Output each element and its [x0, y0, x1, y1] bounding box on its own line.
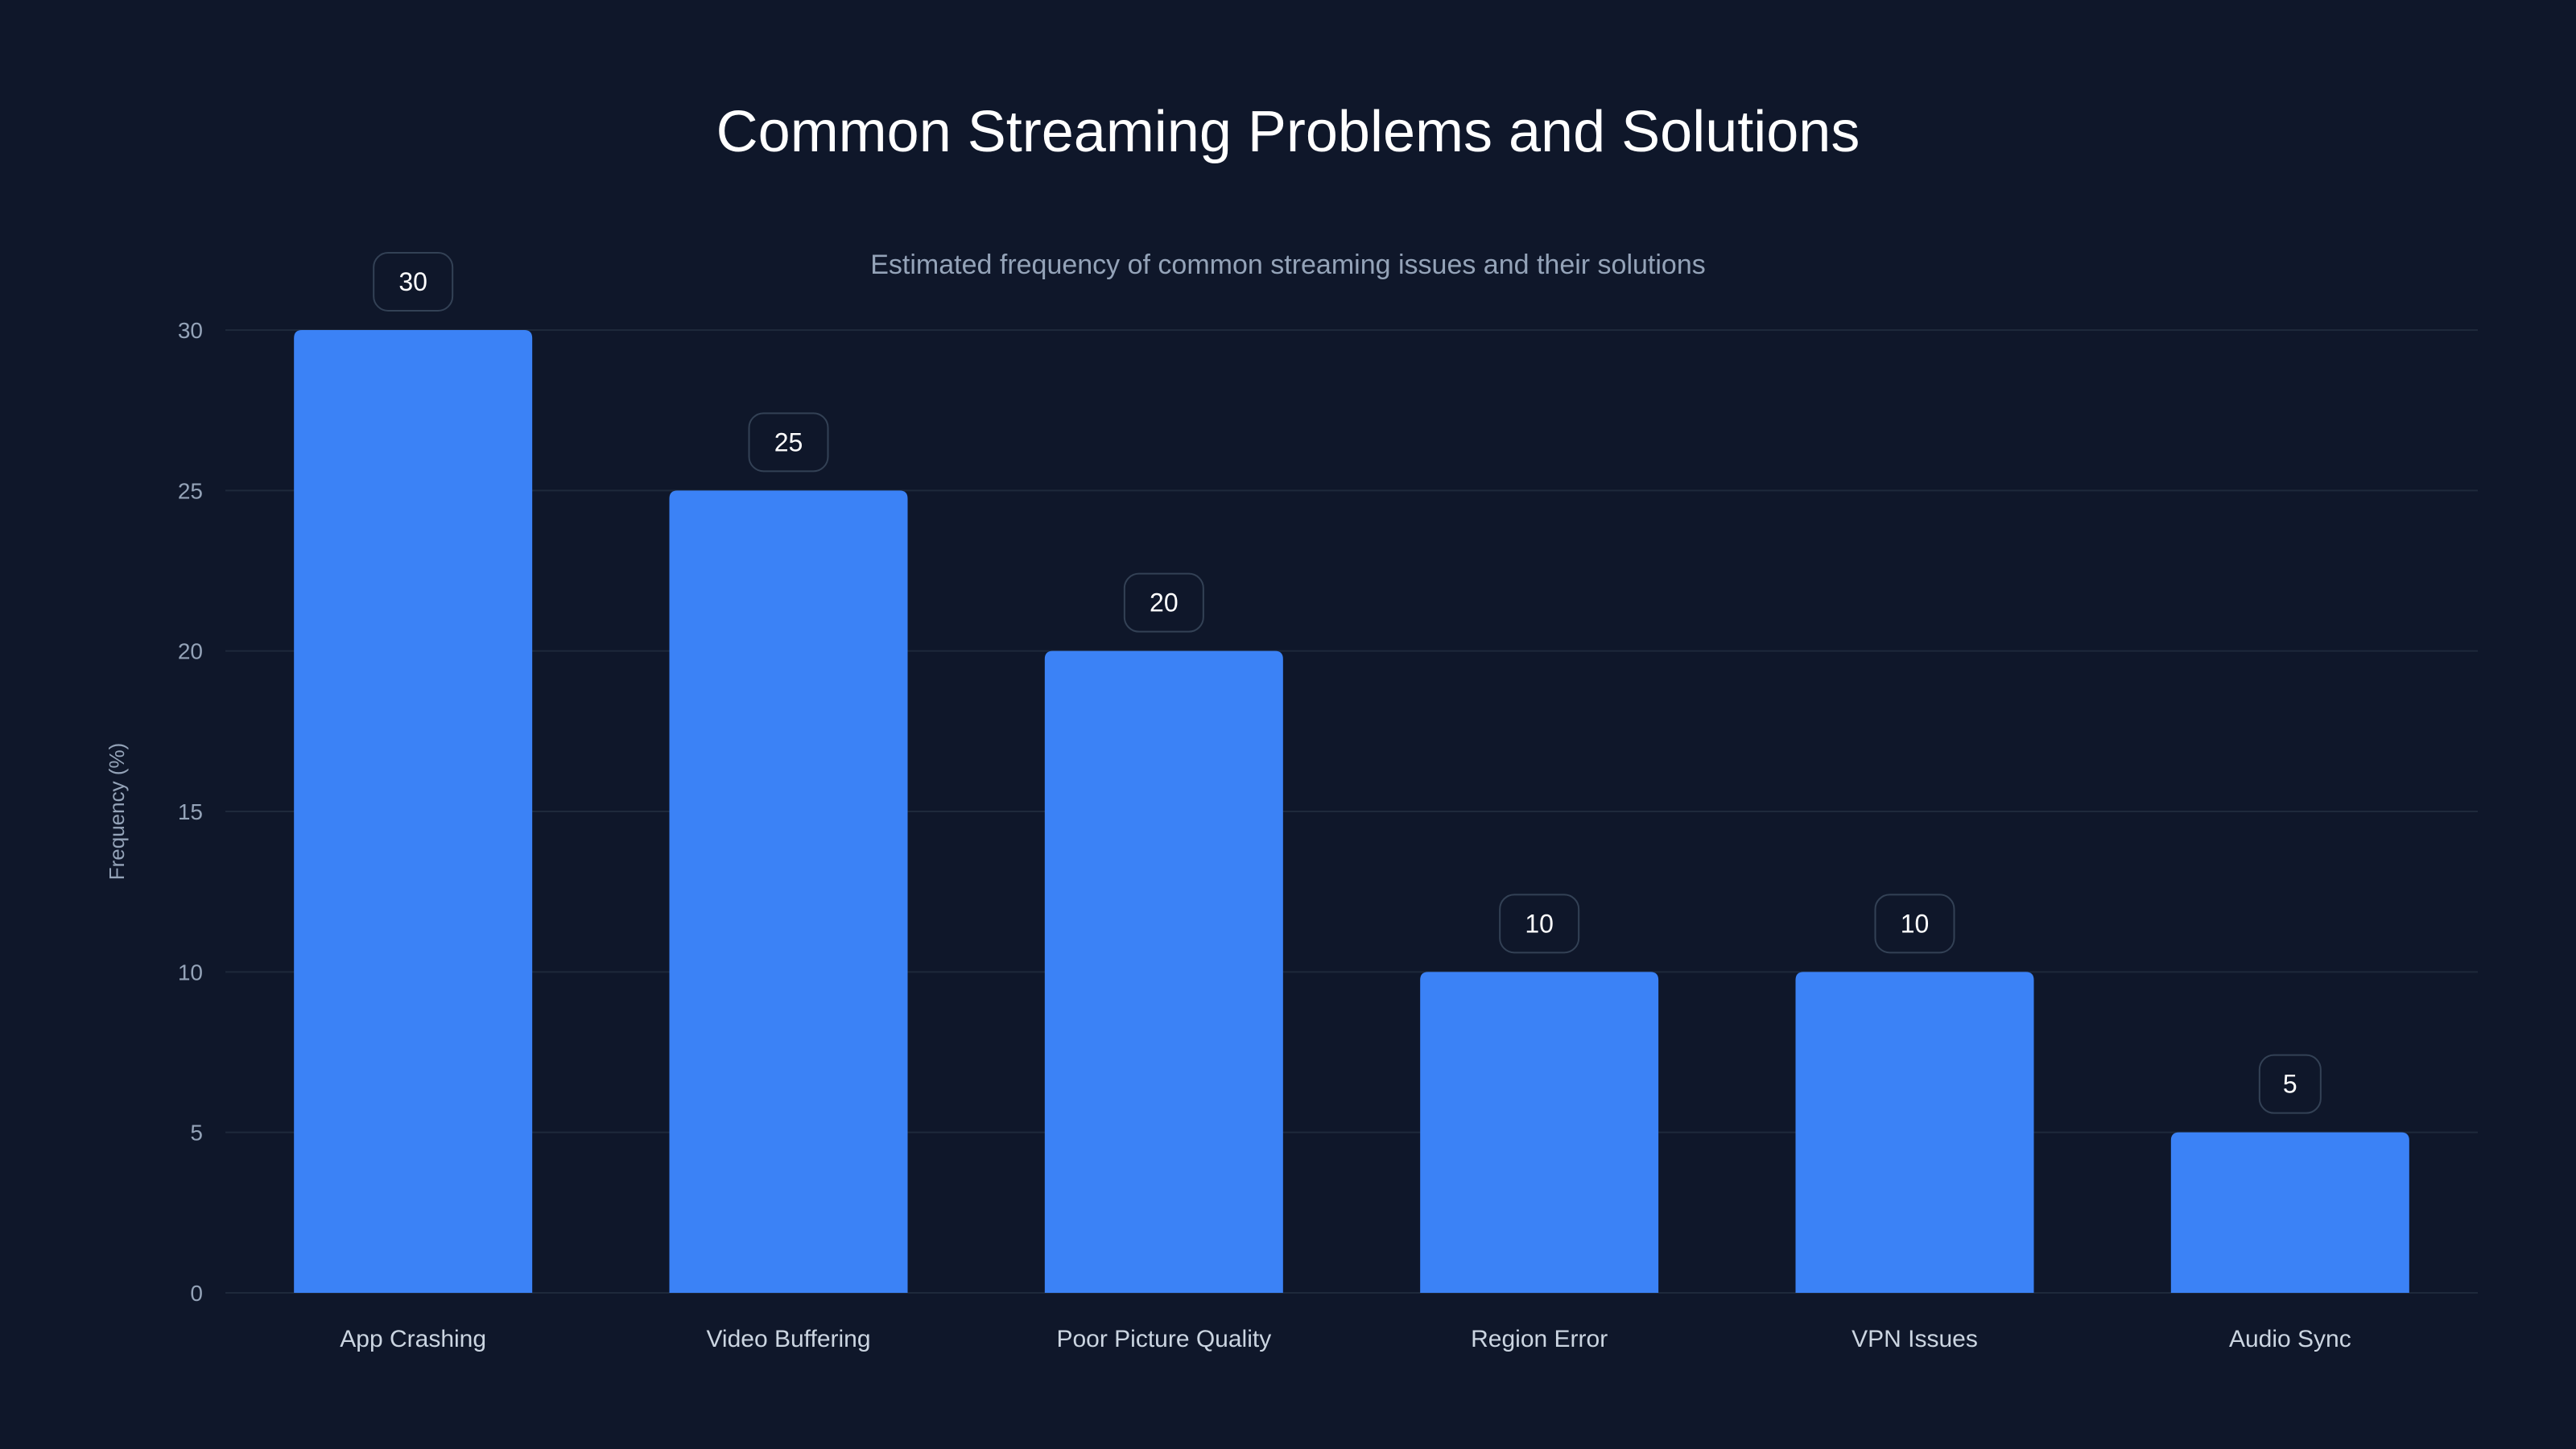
bar — [1795, 972, 2034, 1293]
data-label-box — [2258, 1054, 2322, 1114]
data-label-box — [748, 412, 829, 473]
gridlines — [225, 329, 2478, 1294]
y-tick-label: 5 — [190, 1121, 203, 1146]
bar — [1420, 972, 1659, 1293]
y-tick-label: 25 — [178, 478, 203, 503]
data-label: 25 — [774, 427, 803, 456]
chart-title: Common Streaming Problems and Solutions — [716, 100, 1860, 164]
y-tick-label: 20 — [178, 639, 203, 664]
x-tick-label: Video Buffering — [706, 1326, 870, 1352]
x-axis-labels: App Crashing Video Buffering Poor Picture … — [340, 1326, 2351, 1352]
bar — [2170, 1132, 2409, 1293]
bars: 30 25 20 10 10 5 — [294, 252, 2409, 1293]
data-label: 20 — [1150, 588, 1179, 617]
y-tick-label: 15 — [178, 799, 203, 824]
chart-subtitle: Estimated frequency of common streaming … — [870, 250, 1706, 280]
data-label-box — [1123, 572, 1204, 633]
data-label-box — [373, 252, 454, 312]
y-tick-label: 30 — [178, 318, 203, 343]
bar — [669, 490, 908, 1293]
y-axis-label: Frequency (%) — [105, 743, 129, 881]
data-label: 10 — [1525, 909, 1554, 938]
x-tick-label: Audio Sync — [2229, 1326, 2351, 1352]
data-label-box — [1499, 894, 1580, 954]
x-tick-label: VPN Issues — [1852, 1326, 1978, 1352]
y-axis-ticks: 0 5 10 15 20 25 30 — [178, 318, 203, 1306]
data-label: 10 — [1901, 909, 1930, 938]
x-tick-label: Region Error — [1471, 1326, 1608, 1352]
x-tick-label: App Crashing — [340, 1326, 486, 1352]
data-label: 5 — [2283, 1070, 2297, 1099]
y-tick-label: 0 — [190, 1281, 203, 1306]
bar — [1044, 650, 1283, 1293]
data-label-box — [1874, 894, 1955, 954]
y-tick-label: 10 — [178, 960, 203, 985]
bar — [294, 330, 533, 1293]
data-label: 30 — [398, 267, 427, 296]
x-tick-label: Poor Picture Quality — [1056, 1326, 1271, 1352]
